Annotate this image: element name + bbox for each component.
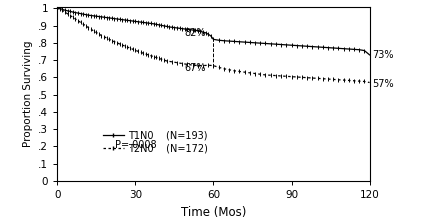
Text: 73%: 73%	[372, 50, 394, 60]
Text: 82%: 82%	[184, 28, 205, 38]
Text: P=.0008: P=.0008	[115, 140, 157, 150]
Text: 67%: 67%	[184, 63, 205, 73]
Y-axis label: Proportion Surviving: Proportion Surviving	[22, 41, 33, 147]
X-axis label: Time (Mos): Time (Mos)	[181, 206, 246, 218]
Text: 57%: 57%	[372, 79, 394, 89]
Legend: T1N0    (N=193), T2N0    (N=172): T1N0 (N=193), T2N0 (N=172)	[103, 131, 208, 153]
